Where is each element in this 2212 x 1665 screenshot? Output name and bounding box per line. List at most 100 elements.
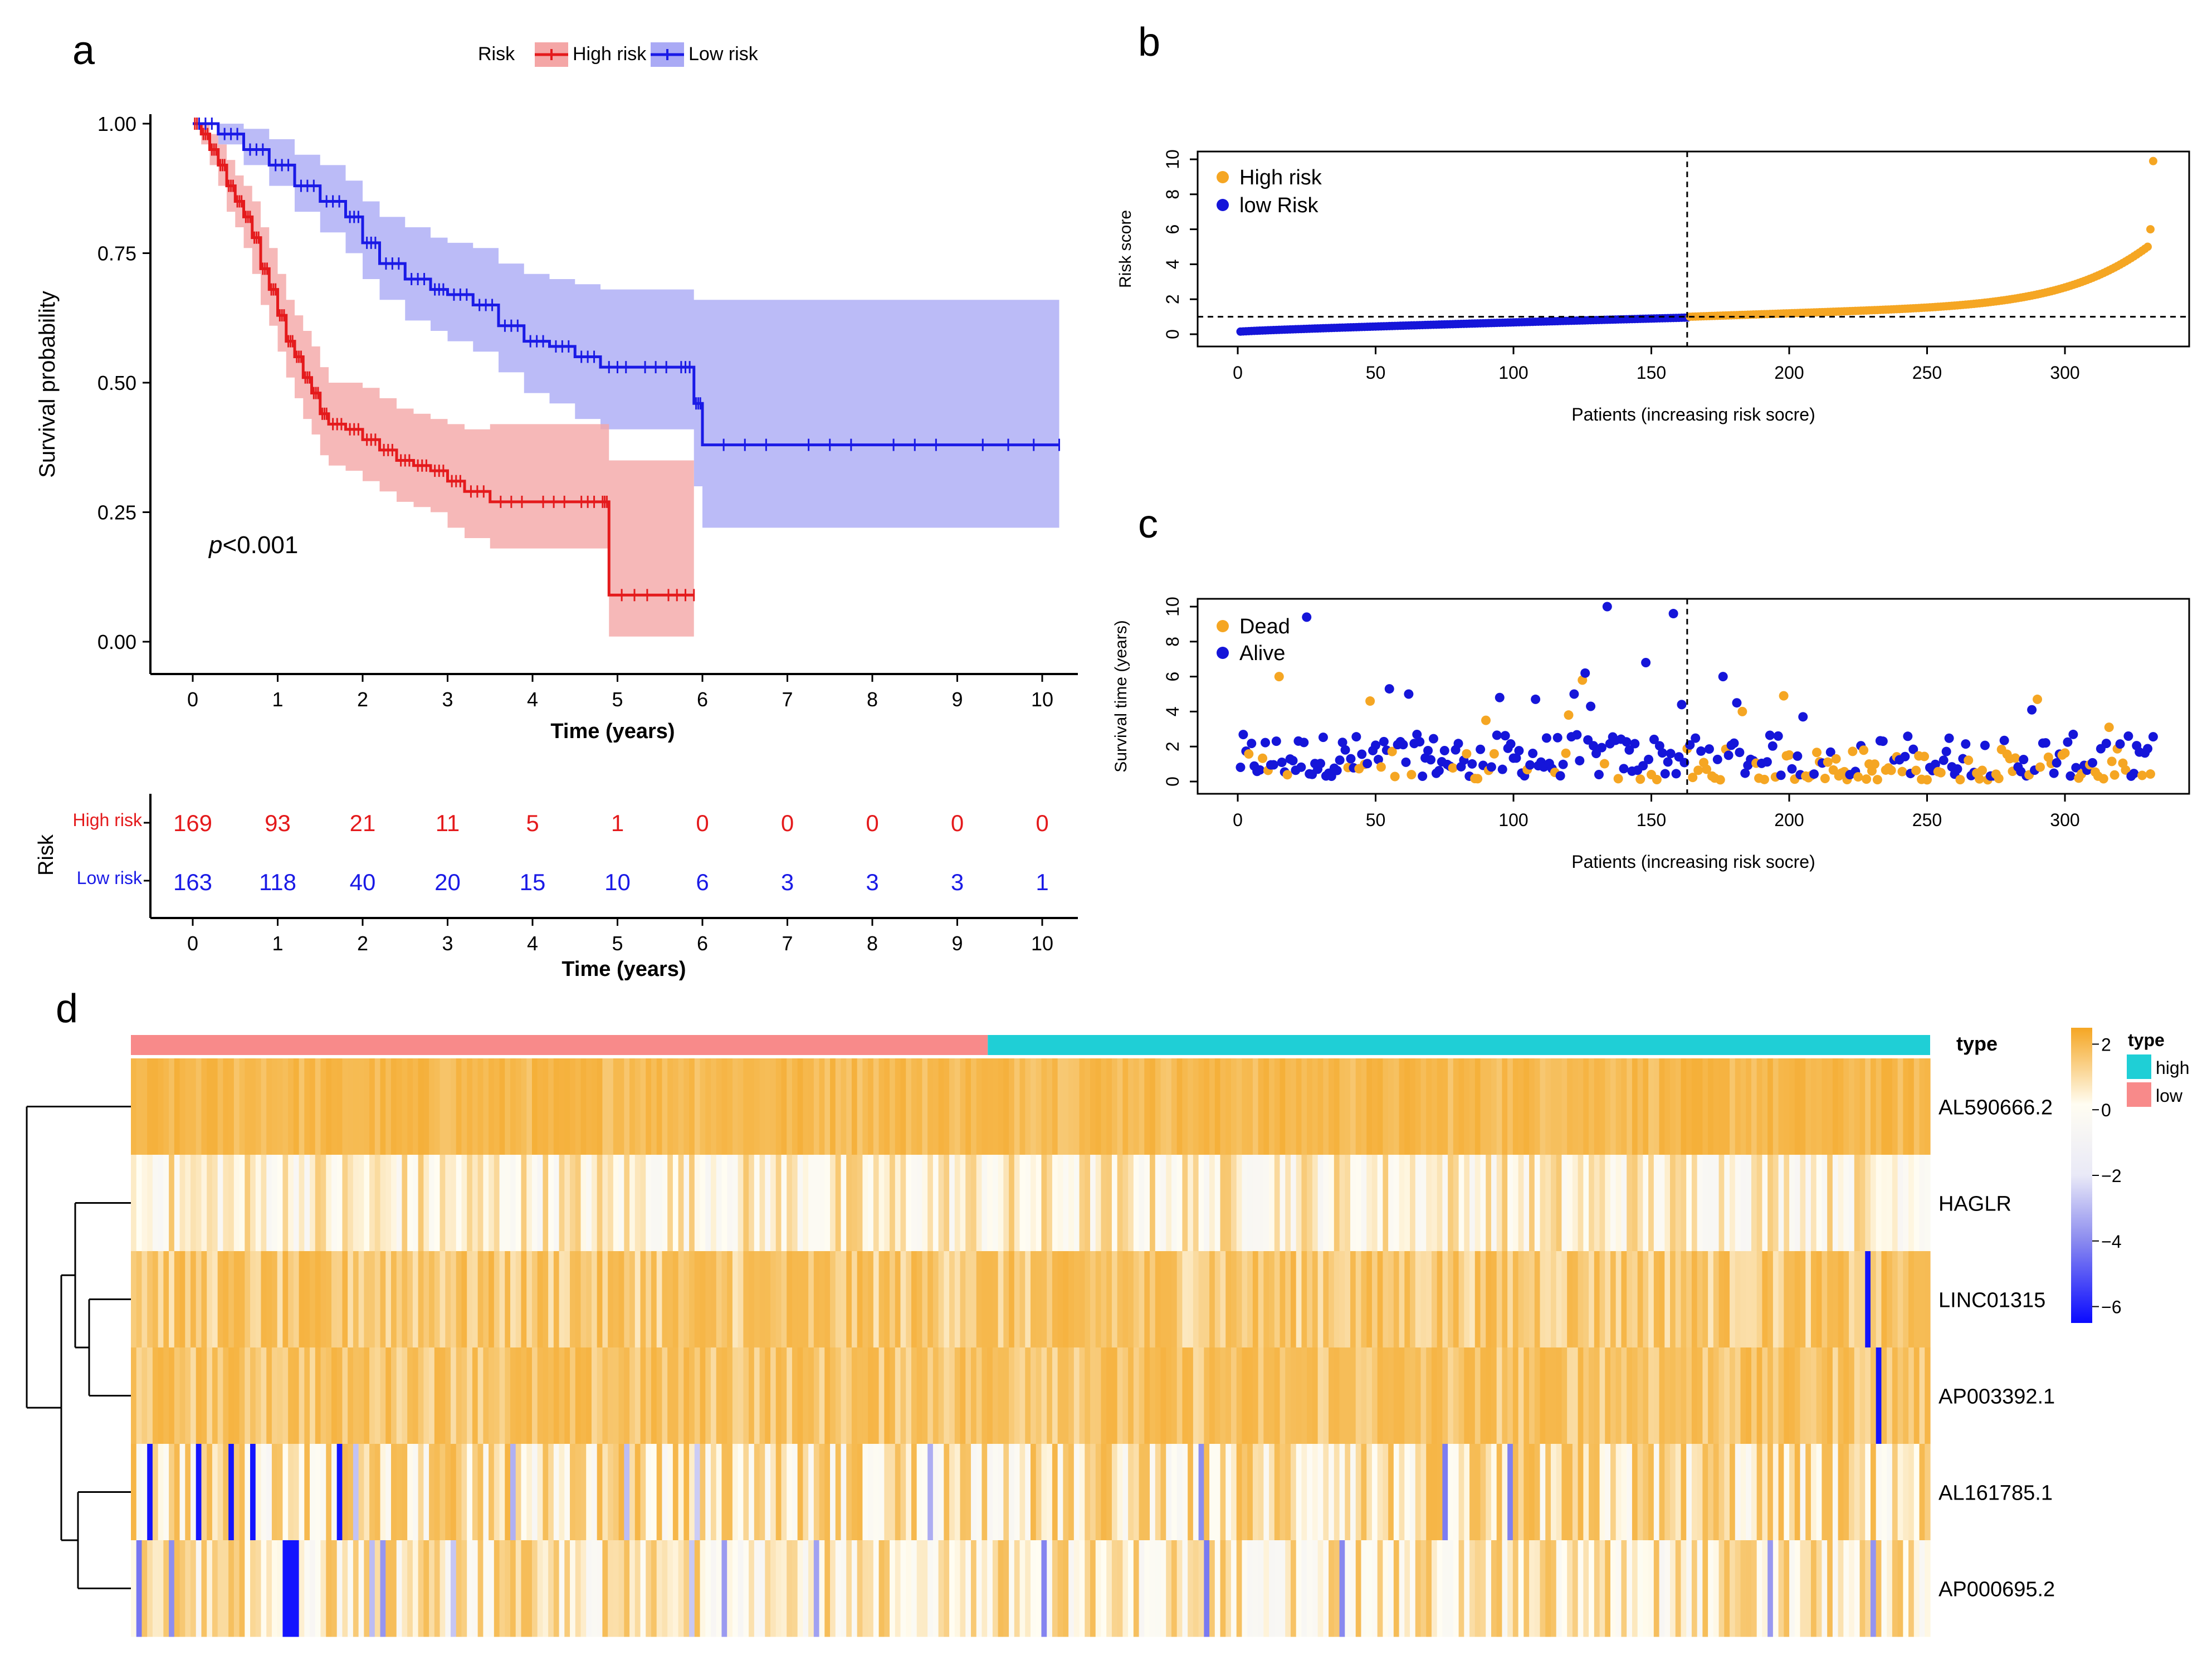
heatmap-cell — [489, 1444, 495, 1541]
heatmap-cell — [1686, 1058, 1692, 1155]
heatmap-cell — [1242, 1155, 1248, 1252]
heatmap-cell — [1643, 1251, 1649, 1348]
heatmap-cell — [792, 1540, 798, 1637]
heatmap-cell — [505, 1155, 511, 1252]
heatmap-cell — [1230, 1155, 1237, 1252]
survival-status-point-dead — [1975, 774, 1985, 784]
heatmap-cell — [927, 1058, 934, 1155]
heatmap-cell — [461, 1155, 467, 1252]
heatmap-cell — [1095, 1058, 1102, 1155]
heatmap-cell — [1599, 1347, 1605, 1444]
heatmap-cell — [483, 1155, 489, 1252]
heatmap-cell — [911, 1444, 917, 1541]
risk-table-cell: 0 — [951, 810, 964, 836]
heatmap-cell — [461, 1251, 467, 1348]
heatmap-cell — [1594, 1058, 1600, 1155]
heatmap-cell — [759, 1540, 765, 1637]
survival-status-point-dead — [1688, 773, 1698, 783]
heatmap-cell — [467, 1155, 473, 1252]
heatmap-cell — [1621, 1058, 1627, 1155]
heatmap-cell — [721, 1155, 727, 1252]
heatmap-cell — [1892, 1251, 1898, 1348]
heatmap-cell — [477, 1540, 484, 1637]
heatmap-cell — [868, 1155, 874, 1252]
heatmap-cell — [494, 1540, 500, 1637]
heatmap-cell — [1805, 1540, 1811, 1637]
heatmap-cell — [732, 1540, 739, 1637]
survival-status-legend-dead: Dead — [1239, 615, 1290, 638]
heatmap-cell — [694, 1251, 701, 1348]
risk-table-x-tick-label: 5 — [612, 932, 623, 955]
heatmap-cell — [348, 1540, 354, 1637]
survival-status-point-dead — [2110, 770, 2120, 780]
risk-table-x-tick-label: 7 — [782, 932, 793, 955]
heatmap-cell — [629, 1058, 636, 1155]
heatmap-cell — [1198, 1540, 1204, 1637]
heatmap-cell — [1681, 1347, 1687, 1444]
heatmap-cell — [1469, 1155, 1476, 1252]
heatmap-cell — [299, 1540, 305, 1637]
heatmap-cell — [271, 1444, 278, 1541]
heatmap-cell — [873, 1444, 880, 1541]
heatmap-cell — [1415, 1444, 1422, 1541]
heatmap-cell — [1019, 1058, 1026, 1155]
heatmap-cell — [998, 1155, 1004, 1252]
heatmap-cell — [624, 1251, 630, 1348]
heatmap-cell — [1524, 1540, 1530, 1637]
heatmap-cell — [970, 1540, 977, 1637]
heatmap-cell — [174, 1251, 180, 1348]
heatmap-cell — [1540, 1058, 1546, 1155]
survival-status-point-dead — [1365, 696, 1375, 706]
heatmap-cell — [1003, 1058, 1009, 1155]
heatmap-cell — [1784, 1444, 1790, 1541]
heatmap-cell — [1144, 1251, 1150, 1348]
heatmap-cell — [407, 1058, 413, 1155]
heatmap-cell — [1789, 1251, 1795, 1348]
heatmap-cell — [1789, 1155, 1795, 1252]
heatmap-cell — [634, 1058, 641, 1155]
heatmap-cell — [472, 1540, 478, 1637]
heatmap-cell — [1036, 1444, 1042, 1541]
km-confidence-bands — [193, 124, 1059, 637]
heatmap-cell — [700, 1347, 706, 1444]
heatmap-cell — [1659, 1540, 1665, 1637]
heatmap-cell — [1746, 1347, 1752, 1444]
heatmap-cell — [656, 1540, 663, 1637]
heatmap-cell — [1664, 1540, 1671, 1637]
heatmap-cell — [1469, 1347, 1476, 1444]
heatmap-colorbar-ticks: 20−2−4−6 — [2092, 1034, 2121, 1317]
heatmap-cell — [505, 1444, 511, 1541]
heatmap-cell — [1653, 1444, 1660, 1541]
heatmap-cell — [1188, 1347, 1194, 1444]
heatmap-cell — [1280, 1347, 1286, 1444]
heatmap-cell — [651, 1058, 657, 1155]
survival-status-point-dead — [1244, 749, 1254, 759]
heatmap-cell — [1085, 1251, 1091, 1348]
heatmap-cell — [1399, 1347, 1405, 1444]
heatmap-cell — [591, 1540, 598, 1637]
heatmap-cell — [884, 1444, 890, 1541]
heatmap-cell — [982, 1058, 988, 1155]
heatmap-cell — [1361, 1540, 1367, 1637]
heatmap-row-labels: AL590666.2HAGLRLINC01315AP003392.1AL1617… — [1938, 1096, 2055, 1601]
heatmap-cell — [1339, 1444, 1345, 1541]
heatmap-cell — [1079, 1347, 1085, 1444]
heatmap-cell — [1230, 1251, 1237, 1348]
heatmap-cell — [1724, 1251, 1730, 1348]
colorbar-tick-label: −4 — [2101, 1232, 2121, 1252]
heatmap-cell — [304, 1540, 310, 1637]
heatmap-cell — [212, 1155, 218, 1252]
heatmap-cell — [1805, 1251, 1811, 1348]
heatmap-cell — [1756, 1347, 1763, 1444]
heatmap-cell — [862, 1058, 868, 1155]
km-band-high — [193, 124, 694, 637]
heatmap-cell — [456, 1155, 462, 1252]
survival-status-point-dead — [2033, 694, 2042, 704]
heatmap-cell — [1090, 1540, 1096, 1637]
heatmap-cell — [1252, 1058, 1259, 1155]
heatmap-cell — [1307, 1251, 1313, 1348]
heatmap-cell — [1339, 1347, 1345, 1444]
heatmap-cell — [1274, 1155, 1281, 1252]
heatmap-cell — [1166, 1444, 1172, 1541]
risk-table-cell: 118 — [259, 869, 296, 895]
